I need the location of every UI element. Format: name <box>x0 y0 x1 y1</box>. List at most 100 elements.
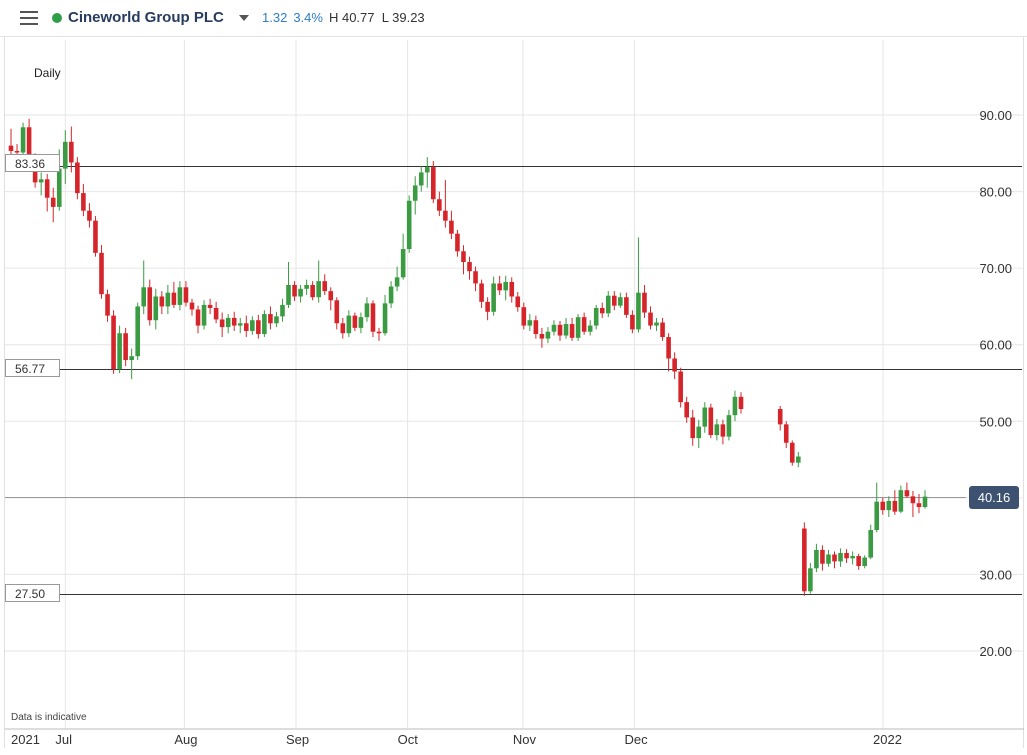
candle <box>141 260 147 315</box>
candle-body <box>599 307 605 314</box>
candle <box>334 297 340 330</box>
candle <box>26 118 32 161</box>
candle <box>738 392 744 414</box>
candle <box>340 317 346 339</box>
candle <box>153 288 159 330</box>
candle <box>862 555 867 569</box>
candle-body <box>551 324 557 332</box>
candle-body <box>886 500 892 511</box>
candle-body <box>880 501 886 511</box>
chevron-down-icon[interactable] <box>239 15 249 21</box>
candle-body <box>874 501 880 531</box>
candle <box>50 187 56 223</box>
candle-body <box>231 317 237 326</box>
candle <box>545 327 551 344</box>
candle <box>624 292 629 318</box>
candle <box>832 551 837 569</box>
candle-body <box>521 307 527 326</box>
y-tick-label: 20.00 <box>979 644 1012 659</box>
candle-body <box>856 556 861 567</box>
candle <box>388 281 394 308</box>
candle <box>75 157 80 200</box>
candle-body <box>898 490 904 512</box>
y-tick-label: 50.00 <box>979 414 1012 429</box>
candle <box>732 390 738 422</box>
menu-icon[interactable] <box>20 11 38 25</box>
candle-body <box>219 319 225 328</box>
level-label-56-77[interactable]: 56.77 <box>5 359 60 377</box>
candle-body <box>129 356 134 361</box>
candle <box>672 352 677 380</box>
candle-body <box>147 287 153 321</box>
candle-body <box>509 281 515 297</box>
high-value: 40.77 <box>341 10 375 25</box>
candle-body <box>340 323 346 334</box>
candle <box>376 327 382 341</box>
candle-body <box>159 296 165 307</box>
level-label-27-50[interactable]: 27.50 <box>5 584 60 602</box>
candle <box>509 277 515 303</box>
interval-label[interactable]: Daily <box>34 66 61 80</box>
price-change: 1.32 <box>262 10 288 25</box>
candle-body <box>412 185 418 201</box>
candle <box>527 314 533 331</box>
candle-body <box>195 309 201 326</box>
candle-body <box>274 316 279 324</box>
candle <box>87 203 92 228</box>
candle-body <box>575 317 581 338</box>
candle <box>783 421 789 449</box>
candle <box>898 485 904 514</box>
candle <box>111 310 116 374</box>
candle <box>720 419 726 445</box>
instrument-name[interactable]: Cineworld Group PLC <box>68 9 224 26</box>
candle-body <box>702 407 708 427</box>
candle <box>147 279 153 326</box>
candle-body <box>820 549 825 564</box>
candle-body <box>171 292 177 305</box>
candle-body <box>684 402 689 418</box>
candle <box>165 284 171 315</box>
candle <box>382 294 388 336</box>
candle-body <box>364 303 370 318</box>
candle-body <box>262 314 267 334</box>
price-change-percent: 3.4% <box>293 10 323 25</box>
candle-body <box>844 552 849 559</box>
candle-body <box>424 167 430 173</box>
x-tick-label: Nov <box>513 732 537 747</box>
candle-body <box>696 426 702 439</box>
level-label-83-36[interactable]: 83.36 <box>5 154 60 172</box>
candle-body <box>654 322 659 326</box>
candle-body <box>388 286 394 304</box>
x-tick-label: Aug <box>174 732 197 747</box>
candle <box>364 297 370 322</box>
candle <box>135 302 140 361</box>
candle-body <box>545 331 551 339</box>
candle-body <box>642 292 647 313</box>
candle-body <box>783 424 789 443</box>
candle-body <box>832 554 837 562</box>
candle-body <box>256 320 261 334</box>
candle <box>491 276 496 316</box>
candle-body <box>20 127 26 153</box>
candle-body <box>26 127 32 158</box>
candle <box>916 494 922 514</box>
chart-area[interactable] <box>4 37 1024 748</box>
candle-body <box>678 371 683 403</box>
candle-body <box>382 303 388 334</box>
candle-body <box>738 396 744 410</box>
candle <box>581 312 587 335</box>
candle-body <box>473 271 478 284</box>
candle <box>678 367 683 408</box>
candle <box>844 549 849 563</box>
candle <box>370 300 376 338</box>
candle-body <box>605 295 611 314</box>
candle <box>605 291 611 318</box>
candle-body <box>533 320 539 334</box>
candle-body <box>117 333 122 370</box>
y-tick-label: 30.00 <box>979 567 1012 582</box>
candle <box>183 281 189 307</box>
candle-body <box>850 556 855 559</box>
candle <box>910 490 916 517</box>
candle <box>400 233 406 280</box>
